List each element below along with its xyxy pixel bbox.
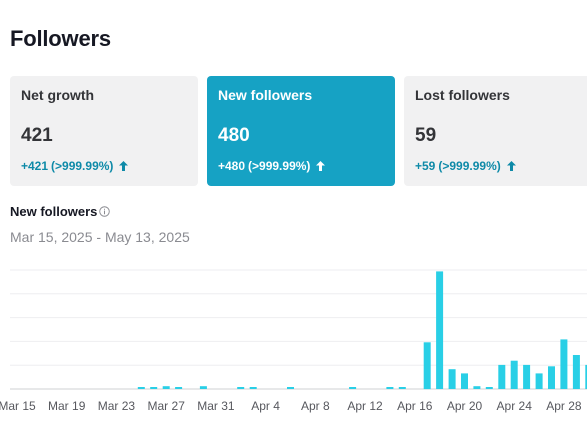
net-growth-card[interactable]: Net growth 421 +421 (>999.99%) [10,76,198,186]
chart-bar[interactable] [485,387,493,389]
delta-value: +421 [21,159,49,173]
lost-followers-card[interactable]: Lost followers 59 +59 (>999.99%) [404,76,587,186]
arrow-up-icon [506,161,516,171]
x-tick-label: Apr 12 [347,399,383,413]
x-tick-label: Apr 28 [546,399,582,413]
chart-bar[interactable] [162,386,170,389]
chart-bar[interactable] [249,387,257,389]
card-value: 421 [21,125,53,146]
chart-bar[interactable] [461,373,468,389]
new-followers-card[interactable]: New followers 480 +480 (>999.99%) [207,76,395,186]
chart-bar[interactable] [572,355,580,389]
x-tick-label: Mar 19 [48,399,86,413]
x-tick-label: Apr 4 [251,399,280,413]
chart-bar[interactable] [548,366,555,389]
chart-bar[interactable] [386,387,394,389]
chart-bar[interactable] [448,369,456,389]
x-tick-label: Apr 20 [447,399,483,413]
chart-bar[interactable] [473,386,481,389]
followers-bar-chart: Mar 15 Mar 19 Mar 23 Mar 27 Mar 31 Apr 4 Apr 8… [0,269,587,413]
chart-bar[interactable] [287,387,294,389]
x-tick-label: Mar 15 [0,399,36,413]
x-tick-label: Mar 23 [98,399,136,413]
delta-percent: (>999.99%) [51,159,114,173]
date-range: Mar 15, 2025 - May 13, 2025 [10,229,190,245]
chart-bar[interactable] [498,364,506,389]
chart-bar[interactable] [349,387,357,389]
chart-bar[interactable] [398,387,406,389]
x-tick-label: Apr 8 [301,399,330,413]
card-label: New followers [218,87,313,103]
x-tick-label: Apr 24 [497,399,533,413]
chart-title: New followers [10,204,98,219]
card-value: 480 [218,125,250,146]
x-tick-label: Apr 16 [397,399,433,413]
x-tick-label: Mar 27 [148,399,186,413]
card-label: Lost followers [415,87,510,103]
arrow-up-icon [119,161,129,171]
card-delta: +421 (>999.99%) [21,159,187,173]
chart-bar[interactable] [237,387,245,389]
delta-percent: (>999.99%) [438,159,501,173]
card-delta: +59 (>999.99%) [415,159,583,173]
delta-value: +59 [415,159,436,173]
card-value: 59 [415,125,437,146]
delta-percent: (>999.99%) [248,159,311,173]
chart-bar[interactable] [436,271,444,389]
chart-bar[interactable] [423,342,431,390]
chart-bar[interactable] [560,339,568,389]
x-tick-label: Mar 31 [197,399,235,413]
page-title: Followers [10,26,111,51]
chart-bar[interactable] [175,387,183,389]
card-label: Net growth [21,87,95,103]
chart-section-title: New followers [10,204,111,219]
card-delta: +480 (>999.99%) [218,159,384,173]
chart-bar[interactable] [585,364,587,389]
chart-bar[interactable] [137,387,145,389]
chart-bar[interactable] [535,373,543,389]
arrow-up-icon [316,161,326,171]
chart-bar[interactable] [510,360,518,389]
chart-bar[interactable] [523,364,531,389]
chart-bar[interactable] [150,387,158,389]
chart-bar[interactable] [199,386,207,389]
info-icon[interactable] [99,206,111,217]
delta-value: +480 [218,159,246,173]
